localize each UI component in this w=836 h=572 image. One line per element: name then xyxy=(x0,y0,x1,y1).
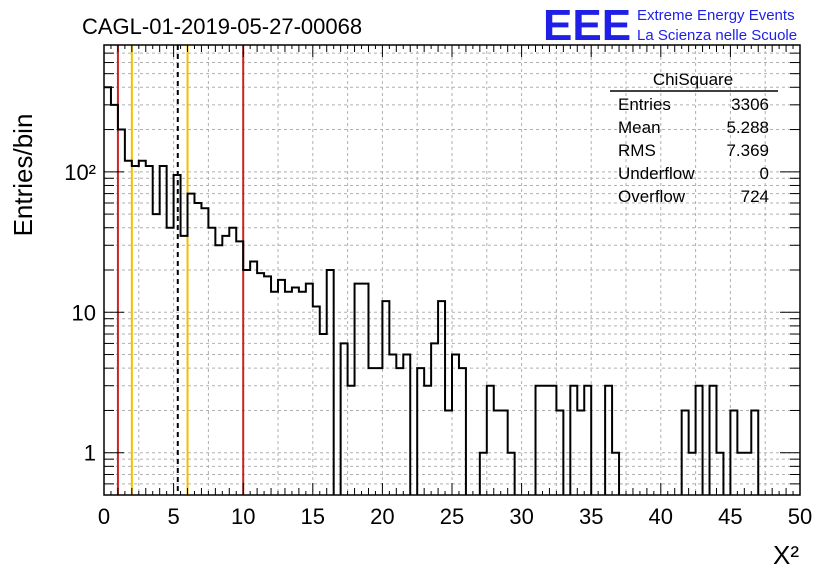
x-tick-label: 40 xyxy=(649,504,673,529)
x-axis-label: X² xyxy=(773,540,799,570)
x-tick-label: 50 xyxy=(788,504,812,529)
chart-title: CAGL-01-2019-05-27-00068 xyxy=(82,14,362,39)
histogram-series xyxy=(104,86,760,495)
stats-label-overflow: Overflow xyxy=(618,187,686,206)
x-tick-label: 35 xyxy=(579,504,603,529)
eee-logo: EEE xyxy=(543,1,631,50)
y-tick-label: 10² xyxy=(64,160,96,185)
axis-ticks xyxy=(103,44,801,496)
stats-title: ChiSquare xyxy=(653,70,733,89)
stats-value-underflow: 0 xyxy=(760,164,769,183)
y-tick-labels: 1 10 10² xyxy=(64,160,96,466)
stats-label-rms: RMS xyxy=(618,141,656,160)
brand-line-1: Extreme Energy Events xyxy=(637,7,795,24)
stats-label-mean: Mean xyxy=(618,118,661,137)
x-tick-label: 0 xyxy=(98,504,110,529)
stats-label-underflow: Underflow xyxy=(618,164,695,183)
stats-label-entries: Entries xyxy=(618,95,671,114)
x-tick-label: 10 xyxy=(231,504,255,529)
brand-line-2: La Scienza nelle Scuole xyxy=(637,27,797,44)
y-tick-label: 10 xyxy=(72,300,96,325)
x-tick-label: 30 xyxy=(509,504,533,529)
stats-value-entries: 3306 xyxy=(731,95,769,114)
x-tick-label: 45 xyxy=(718,504,742,529)
stats-value-rms: 7.369 xyxy=(726,141,769,160)
stats-value-overflow: 724 xyxy=(741,187,769,206)
x-tick-label: 15 xyxy=(301,504,325,529)
stats-value-mean: 5.288 xyxy=(726,118,769,137)
x-tick-labels: 0 5 10 15 20 25 30 35 40 45 50 xyxy=(98,504,812,529)
y-tick-label: 1 xyxy=(84,441,96,466)
x-tick-label: 5 xyxy=(167,504,179,529)
x-tick-label: 20 xyxy=(370,504,394,529)
stats-box: ChiSquare Entries 3306 Mean 5.288 RMS 7.… xyxy=(610,70,778,206)
branding: EEE Extreme Energy Events La Scienza nel… xyxy=(543,1,797,50)
y-axis-label: Entries/bin xyxy=(8,114,38,237)
x-tick-label: 25 xyxy=(440,504,464,529)
